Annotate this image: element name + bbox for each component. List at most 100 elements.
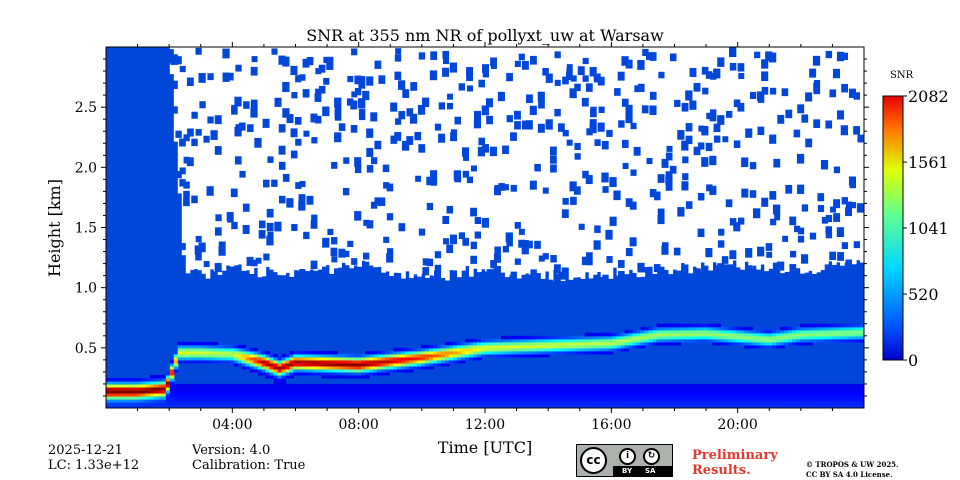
snr-cell (157, 386, 163, 391)
snr-cell (353, 371, 358, 376)
noise-speck (263, 179, 271, 188)
snr-cell (708, 332, 713, 337)
no-signal-region (453, 47, 458, 271)
snr-cell (277, 398, 283, 403)
noise-speck (263, 253, 271, 261)
snr-cell (844, 395, 849, 400)
snr-cell (828, 401, 833, 406)
snr-cell (281, 395, 287, 400)
noise-speck (702, 87, 709, 95)
snr-cell (648, 386, 654, 391)
snr-cell (269, 359, 275, 364)
snr-cell (516, 386, 522, 391)
snr-cell (133, 392, 139, 397)
snr-cell (640, 341, 646, 346)
snr-cell (137, 377, 143, 382)
snr-column (218, 47, 229, 408)
noise-speck (243, 102, 250, 109)
snr-cell (860, 338, 864, 343)
snr-cell (381, 365, 386, 370)
noise-speck (586, 258, 593, 266)
snr-cell (536, 395, 542, 400)
snr-cell (429, 350, 434, 355)
snr-cell (536, 392, 542, 397)
snr-cell (121, 386, 127, 391)
snr-cell (564, 401, 570, 406)
snr-cell (644, 401, 650, 406)
snr-cell (512, 335, 518, 340)
noise-speck (446, 205, 455, 214)
snr-cell (337, 356, 342, 361)
noise-speck (386, 183, 395, 192)
no-signal-region (301, 47, 307, 270)
snr-cell (321, 374, 327, 379)
snr-cell (257, 395, 263, 400)
snr-cell (860, 332, 864, 337)
noise-speck (330, 247, 340, 257)
snr-cell (644, 335, 650, 340)
snr-cell (684, 335, 690, 340)
snr-cell (568, 347, 574, 352)
badge-by-label: BY (622, 467, 633, 475)
snr-cell (241, 347, 247, 352)
snr-cell (644, 404, 650, 408)
snr-cell (564, 344, 570, 349)
snr-cell (608, 344, 614, 349)
snr-cell (425, 383, 430, 388)
no-signal-region (772, 47, 777, 263)
snr-cell (552, 404, 558, 408)
snr-cell (477, 353, 482, 358)
snr-cell (345, 356, 350, 361)
snr-cell (465, 338, 470, 343)
snr-cell (181, 350, 187, 355)
snr-cell (261, 392, 267, 397)
snr-cell (453, 344, 458, 349)
snr-cell (349, 392, 354, 397)
snr-cell (756, 335, 761, 340)
snr-cell (524, 341, 530, 346)
snr-cell (744, 329, 749, 334)
snr-cell (349, 398, 354, 403)
snr-cell (704, 404, 710, 408)
snr-cell (524, 344, 530, 349)
snr-cell (624, 332, 630, 337)
snr-cell (500, 392, 506, 397)
snr-cell (361, 368, 366, 373)
snr-cell (161, 380, 167, 385)
snr-cell (744, 389, 749, 394)
snr-cell (189, 392, 195, 397)
preliminary-notice: Preliminary Results. (692, 448, 778, 478)
snr-cell (680, 329, 686, 334)
snr-cell (193, 341, 199, 346)
noise-speck (634, 85, 642, 93)
snr-cell (173, 398, 179, 403)
noise-speck (463, 154, 470, 161)
snr-cell (417, 389, 422, 394)
no-signal-region (588, 47, 594, 279)
snr-column (637, 47, 648, 408)
snr-cell (756, 395, 761, 400)
snr-cell (337, 359, 342, 364)
snr-cell (273, 404, 279, 408)
snr-cell (445, 359, 450, 364)
snr-cell (421, 404, 426, 408)
noise-speck (729, 47, 740, 57)
snr-cell (185, 359, 191, 364)
snr-cell (728, 335, 733, 340)
snr-cell (397, 350, 402, 355)
noise-speck (282, 173, 291, 182)
noise-speck (709, 155, 719, 166)
snr-cell (560, 386, 566, 391)
snr-cell (504, 401, 510, 406)
snr-cell (816, 332, 821, 337)
snr-cell (357, 398, 362, 403)
snr-cell (736, 335, 741, 340)
noise-speck (574, 153, 582, 160)
snr-cell (297, 392, 303, 397)
snr-cell (664, 398, 670, 403)
snr-cell (181, 401, 187, 406)
snr-cell (349, 389, 354, 394)
snr-cell (780, 392, 785, 397)
snr-cell (820, 332, 825, 337)
snr-cell (792, 398, 797, 403)
